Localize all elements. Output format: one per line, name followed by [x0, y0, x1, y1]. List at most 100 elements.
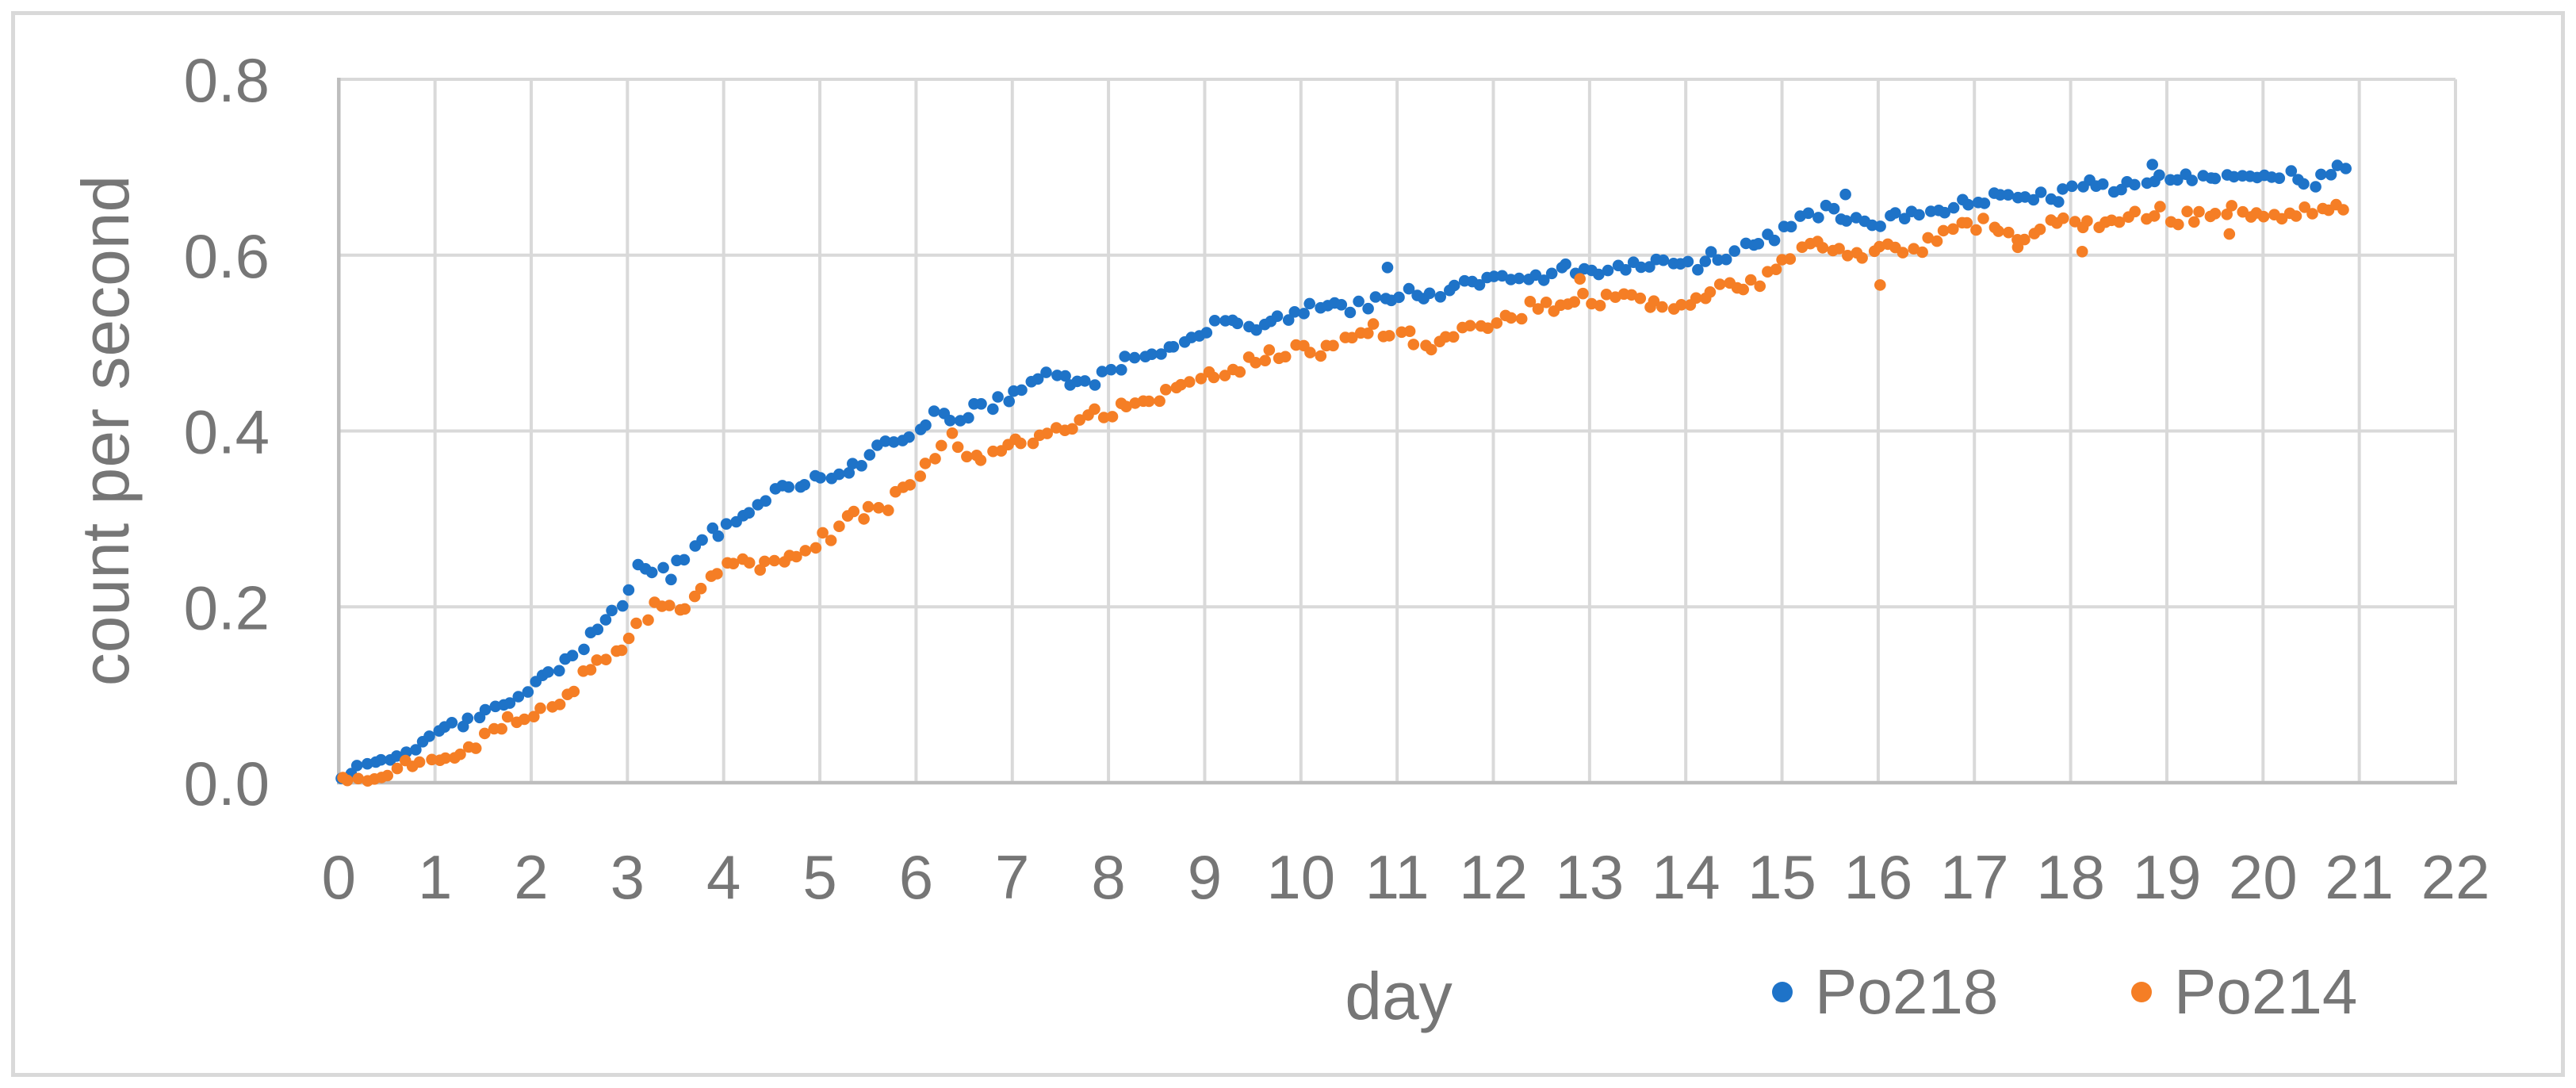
data-point-po218 [678, 554, 691, 566]
legend-label-po214: Po214 [2174, 956, 2358, 1027]
data-point-po214 [454, 748, 466, 760]
x-tick-label: 7 [995, 842, 1029, 912]
data-point-po214 [1041, 427, 1053, 439]
data-point-po218 [665, 573, 677, 586]
data-point-po218 [1602, 264, 1614, 277]
data-point-po218 [1303, 297, 1315, 310]
data-point-po218 [1344, 306, 1357, 319]
data-point-po214 [528, 711, 540, 722]
data-point-po218 [375, 753, 387, 766]
data-point-po218 [1335, 299, 1348, 311]
data-point-po214 [817, 527, 829, 539]
data-point-po218 [1200, 327, 1213, 339]
data-point-po218 [944, 415, 956, 427]
data-point-po214 [1770, 263, 1782, 276]
data-point-po218 [975, 398, 987, 410]
data-point-po214 [1922, 232, 1934, 244]
data-point-po214 [790, 550, 802, 563]
data-point-po218 [400, 746, 412, 758]
data-point-po218 [2285, 165, 2298, 177]
x-tick-label: 2 [514, 842, 548, 912]
x-tick-label: 5 [802, 842, 836, 912]
data-point-po218 [1889, 207, 1901, 219]
data-point-po214 [946, 427, 959, 439]
data-point-po218 [798, 479, 810, 491]
data-point-po214 [2298, 201, 2310, 213]
data-point-po214 [1937, 224, 1950, 237]
x-tick-label: 3 [611, 842, 645, 912]
data-point-po218 [591, 623, 604, 635]
data-point-po214 [413, 756, 426, 768]
data-point-po214 [534, 702, 546, 714]
gridlines [339, 78, 2457, 783]
data-point-po214 [987, 445, 999, 458]
data-point-po218 [1513, 272, 1525, 285]
x-tick-label: 0 [322, 842, 356, 912]
data-point-po218 [1105, 363, 1117, 376]
x-tick-label: 11 [1365, 842, 1430, 912]
data-point-po218 [1560, 258, 1571, 270]
data-point-po218 [1119, 351, 1131, 362]
data-point-po214 [862, 500, 875, 513]
data-point-po218 [645, 566, 658, 579]
y-axis-title: count per second [68, 174, 143, 687]
data-point-po214 [1183, 376, 1196, 388]
x-tick-label: 9 [1188, 842, 1222, 912]
data-point-po218 [1874, 220, 1886, 232]
data-point-po218 [2209, 172, 2222, 185]
data-point-po214 [2172, 218, 2184, 231]
data-point-po218 [1362, 302, 1374, 315]
data-point-po214 [1315, 350, 1327, 362]
data-point-po214 [1916, 246, 1928, 259]
data-point-po214 [904, 479, 917, 491]
data-point-po214 [1842, 250, 1854, 262]
x-tick-label: 10 [1266, 842, 1335, 912]
data-point-po218 [760, 495, 771, 507]
data-point-po214 [1250, 357, 1261, 369]
data-point-po214 [496, 722, 507, 735]
x-axis-title: day [1345, 959, 1453, 1033]
data-point-po214 [1532, 303, 1544, 315]
data-point-po218 [1939, 206, 1950, 219]
legend-label-po218: Po218 [1815, 956, 1999, 1027]
data-point-po218 [423, 730, 435, 742]
data-point-po214 [2221, 209, 2233, 220]
data-point-po218 [1812, 212, 1824, 224]
data-point-po218 [1728, 245, 1740, 257]
data-point-po214 [2034, 223, 2046, 236]
data-point-po218 [1994, 189, 2007, 201]
data-point-po214 [1970, 224, 1982, 236]
data-point-po214 [1263, 344, 1276, 356]
data-point-po218 [1403, 282, 1415, 295]
data-point-po214 [2154, 201, 2166, 213]
data-point-po214 [1425, 343, 1437, 356]
data-point-po218 [712, 530, 725, 542]
data-point-po214 [1482, 322, 1494, 335]
data-point-po218 [814, 472, 826, 484]
data-point-po214 [825, 534, 837, 546]
x-tick-label: 8 [1091, 842, 1125, 912]
data-point-po214 [1931, 235, 1943, 247]
data-point-po218 [1208, 315, 1221, 327]
data-point-po214 [352, 772, 365, 785]
data-point-po218 [410, 744, 422, 756]
outlier-point-po214 [1574, 273, 1586, 285]
data-point-po218 [1785, 220, 1797, 233]
x-tick-label: 15 [1747, 842, 1816, 912]
data-point-po214 [1600, 289, 1613, 301]
x-tick-label: 14 [1652, 842, 1721, 912]
data-point-po214 [664, 600, 676, 611]
series-po218-points [335, 159, 2352, 784]
outlier-point-po218 [1839, 188, 1851, 201]
data-point-po214 [1259, 354, 1271, 367]
data-point-po214 [711, 568, 723, 580]
x-tick-label: 12 [1459, 842, 1528, 912]
data-point-po214 [1833, 243, 1845, 255]
data-point-po218 [479, 703, 492, 716]
data-point-po214 [2069, 216, 2081, 228]
x-tick-label: 21 [2325, 842, 2394, 912]
data-point-po218 [542, 666, 554, 678]
data-point-po218 [522, 686, 534, 698]
data-point-po218 [1003, 395, 1015, 408]
data-point-po218 [617, 600, 629, 612]
